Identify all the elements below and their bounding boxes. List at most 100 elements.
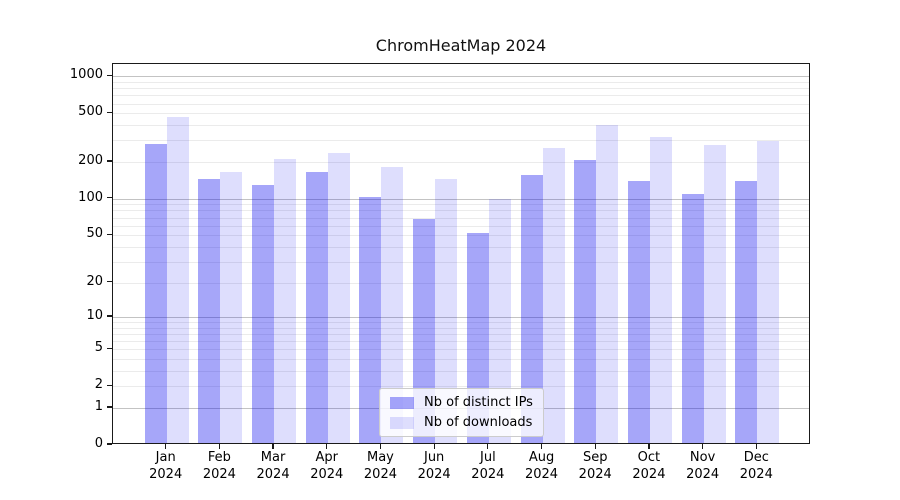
bar-downloads-jul: [488, 199, 511, 443]
legend-item-distinct-ips: Nb of distinct IPs: [390, 395, 533, 410]
x-tick-mark: [540, 444, 543, 449]
gridline-minor: [113, 204, 809, 206]
bar-downloads-feb: [220, 171, 243, 443]
bar-ips-oct: [627, 180, 650, 443]
x-tick-mark: [702, 444, 704, 449]
y-tick-label: 0: [94, 436, 103, 451]
y-tick-mark: [107, 347, 112, 349]
legend-swatch-ips: [390, 396, 414, 409]
gridline-minor: [113, 210, 809, 212]
bar-downloads-apr: [327, 152, 350, 443]
gridline-minor: [113, 261, 809, 263]
bar-ips-apr: [305, 171, 328, 443]
x-tick-mark: [165, 444, 167, 449]
y-tick-label: 10: [86, 308, 103, 324]
x-tick-mark: [433, 444, 435, 449]
x-tick-mark: [272, 444, 274, 449]
bar-ips-aug: [520, 175, 543, 443]
y-tick-mark: [107, 233, 112, 235]
bar-ips-sep: [574, 160, 597, 443]
gridline-minor: [113, 95, 809, 97]
x-tick-mark: [326, 444, 328, 449]
bar-ips-dec: [735, 180, 758, 443]
y-tick-label: 50: [86, 226, 103, 242]
gridline-major: [113, 76, 809, 78]
bar-downloads-sep: [596, 124, 619, 443]
y-tick-label: 1000: [69, 67, 103, 83]
y-tick-mark: [107, 160, 112, 162]
bar-ips-may: [359, 196, 382, 443]
legend-item-downloads: Nb of downloads: [390, 415, 533, 430]
y-tick-label: 100: [78, 189, 103, 205]
gridline-minor: [113, 235, 809, 237]
bar-downloads-mar: [274, 158, 297, 443]
x-tick-mark: [487, 444, 489, 449]
y-tick-label: 500: [78, 104, 103, 120]
gridline-minor: [113, 140, 809, 142]
y-tick-label: 1: [94, 399, 103, 414]
gridline-minor: [113, 341, 809, 343]
gridline-major: [113, 317, 809, 319]
x-tick-label: Jul 2024: [471, 450, 505, 482]
bar-downloads-nov: [703, 145, 726, 443]
x-tick-mark: [755, 444, 757, 449]
gridline-minor: [113, 225, 809, 227]
gridline-major: [113, 198, 809, 200]
x-tick-label: Oct 2024: [632, 450, 666, 482]
bar-ips-nov: [681, 194, 704, 443]
gridline-minor: [113, 359, 809, 361]
gridline-minor: [113, 125, 809, 127]
gridline-minor: [113, 334, 809, 336]
y-tick-mark: [107, 280, 112, 283]
x-tick-mark: [594, 444, 596, 449]
x-tick-label: Aug 2024: [524, 450, 559, 482]
bar-downloads-oct: [649, 136, 672, 443]
gridline-minor: [113, 113, 809, 115]
gridline-minor: [113, 371, 809, 373]
legend-label-downloads: Nb of downloads: [424, 415, 533, 430]
plot-area: Nb of distinct IPs Nb of downloads: [112, 63, 810, 444]
y-tick-mark: [107, 384, 112, 386]
legend-swatch-downloads: [390, 416, 414, 429]
x-tick-label: Mar 2024: [256, 450, 290, 482]
gridline-minor: [113, 81, 809, 83]
x-tick-label: Dec 2024: [739, 450, 773, 482]
gridline-minor: [113, 349, 809, 351]
y-tick-label: 20: [86, 273, 103, 289]
x-tick-label: Feb 2024: [202, 450, 236, 482]
bar-ips-feb: [198, 178, 221, 443]
bar-downloads-jan: [166, 117, 189, 443]
bar-downloads-may: [381, 167, 404, 443]
x-tick-label: Apr 2024: [310, 450, 344, 482]
gridline-minor: [113, 88, 809, 90]
gridline-minor: [113, 161, 809, 163]
y-tick-mark: [107, 443, 112, 445]
gridline-minor: [113, 246, 809, 248]
x-tick-label: May 2024: [363, 450, 397, 482]
x-tick-mark: [648, 444, 650, 449]
gridline-minor: [113, 386, 809, 388]
bar-downloads-jun: [435, 178, 458, 443]
y-tick-mark: [107, 315, 112, 317]
x-tick-label: Jun 2024: [417, 450, 451, 482]
y-tick-label: 200: [78, 152, 103, 168]
gridline-minor: [113, 322, 809, 324]
y-tick-label: 2: [94, 377, 103, 393]
legend-label-ips: Nb of distinct IPs: [424, 395, 533, 410]
bar-ips-mar: [252, 184, 275, 443]
gridline-minor: [113, 103, 809, 105]
gridline-minor: [113, 282, 809, 284]
gridline-minor: [113, 217, 809, 219]
bar-downloads-aug: [542, 148, 565, 443]
x-tick-mark: [218, 444, 220, 449]
gridline-minor: [113, 327, 809, 329]
x-tick-label: Sep 2024: [578, 450, 612, 482]
chart-title: ChromHeatMap 2024: [375, 36, 547, 55]
legend: Nb of distinct IPs Nb of downloads: [379, 388, 544, 437]
y-tick-mark: [107, 111, 112, 113]
y-tick-mark: [107, 74, 112, 76]
y-tick-label: 5: [94, 340, 103, 356]
bar-ips-jun: [413, 219, 436, 443]
x-tick-label: Jan 2024: [149, 450, 183, 482]
